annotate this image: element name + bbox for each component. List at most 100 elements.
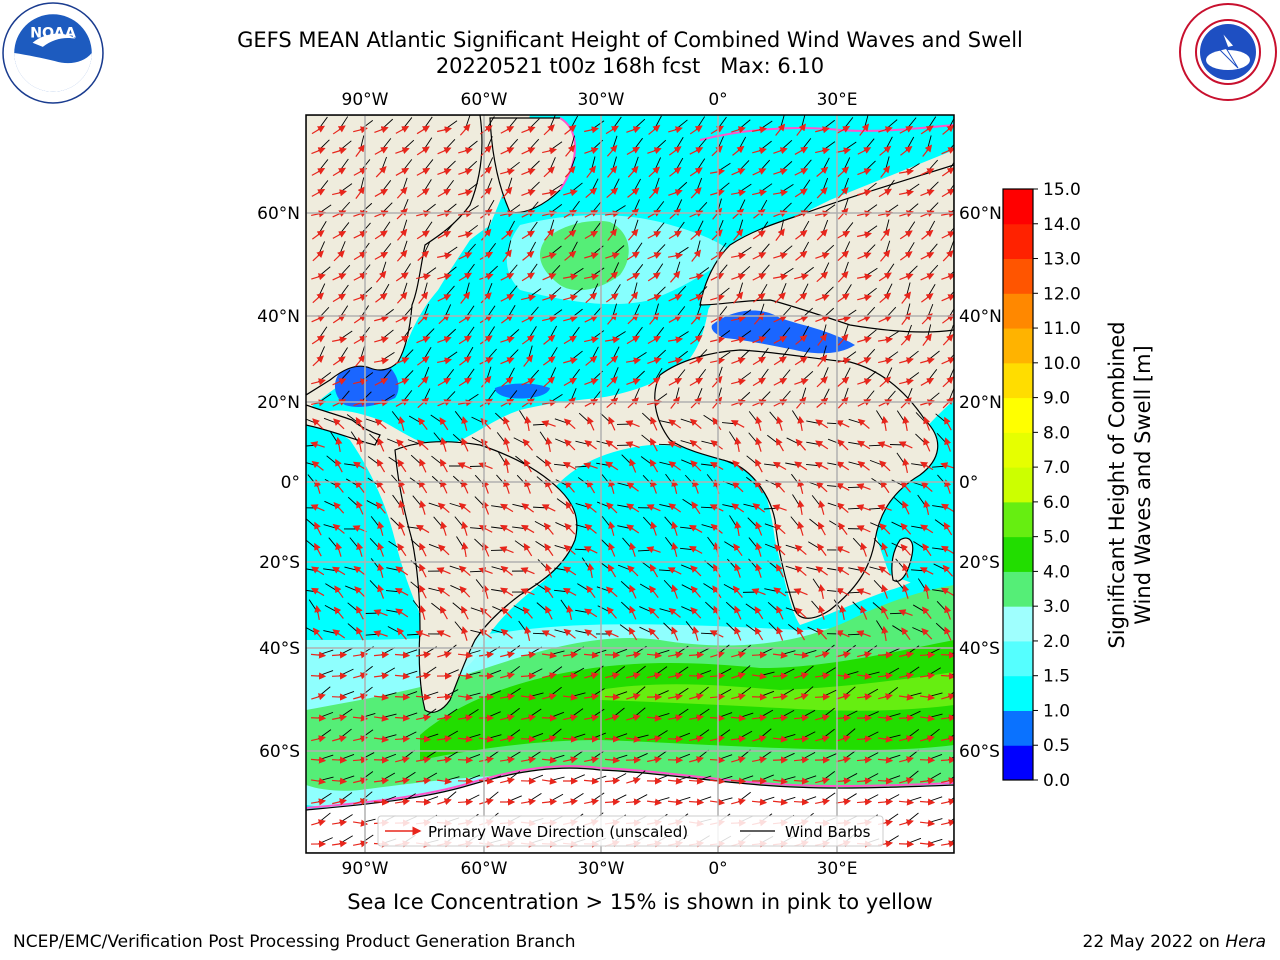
wave-direction-arrow [480, 187, 492, 199]
wave-direction-arrow [836, 357, 851, 365]
lon-label: 30°E [817, 859, 858, 879]
wave-direction-arrow [605, 252, 620, 260]
wave-direction-arrow [899, 357, 914, 365]
wave-direction-arrow [775, 228, 785, 241]
chart-title: GEFS MEAN Atlantic Significant Height of… [237, 28, 1023, 52]
wave-direction-arrow [416, 125, 430, 135]
lat-labels-right: 60°N 40°N 20°N 0° 20°S 40°S 60°S [959, 204, 1002, 762]
wave-direction-arrow [396, 186, 408, 199]
wave-direction-arrow [773, 315, 788, 323]
wave-direction-arrow [375, 166, 387, 178]
wave-direction-arrow [836, 231, 851, 239]
wave-direction-arrow [375, 293, 388, 303]
wave-direction-arrow [606, 271, 619, 283]
wave-direction-arrow [627, 187, 640, 198]
wave-direction-arrow [942, 333, 954, 346]
wave-direction-arrow [752, 168, 767, 176]
wave-direction-arrow [900, 334, 912, 346]
wave-direction-arrow [732, 208, 745, 220]
wave-direction-arrow [542, 252, 557, 260]
wave-direction-arrow [331, 693, 348, 701]
lat-label: 20°S [959, 553, 1000, 573]
chart-subtitle: 20220521 t00z 168h fcst Max: 6.10 [435, 54, 825, 78]
lat-label: 60°N [959, 204, 1002, 224]
wave-direction-arrow [941, 231, 954, 239]
wave-direction-arrow [584, 336, 599, 344]
wave-direction-arrow [856, 735, 873, 743]
colorbar-tick-label: 14.0 [1043, 215, 1081, 235]
wave-direction-arrow [898, 714, 915, 722]
colorbar-bin [1003, 467, 1033, 503]
lon-label: 90°W [342, 859, 389, 879]
wave-direction-arrow [606, 144, 618, 157]
wave-direction-arrow [919, 651, 936, 659]
wave-direction-arrow [626, 251, 640, 261]
wave-direction-arrow [877, 336, 894, 344]
wave-direction-arrow [941, 357, 954, 365]
lat-label: 60°N [257, 204, 300, 224]
colorbar-tick-label: 6.0 [1043, 493, 1070, 513]
wave-direction-arrow [647, 252, 662, 260]
wave-direction-arrow [919, 756, 936, 764]
wave-direction-arrow [479, 251, 494, 261]
wave-direction-arrow [396, 291, 408, 304]
wave-direction-arrow [563, 209, 578, 219]
wave-direction-arrow [710, 251, 724, 261]
wave-direction-arrow [584, 252, 599, 260]
wave-direction-arrow [920, 210, 935, 218]
wave-direction-arrow [563, 335, 578, 345]
wave-direction-arrow [733, 291, 744, 304]
wave-direction-arrow [878, 126, 893, 134]
wave-direction-arrow [457, 756, 474, 764]
wave-direction-arrow [394, 693, 411, 701]
colorbar-bin [1003, 606, 1033, 642]
wave-direction-arrow [564, 229, 577, 240]
wave-direction-arrow [500, 294, 515, 302]
wave-direction-arrow [374, 315, 389, 323]
wave-direction-arrow [920, 125, 934, 135]
wave-direction-arrow [627, 228, 639, 241]
wave-direction-arrow [458, 231, 473, 239]
wave-direction-arrow [647, 209, 662, 218]
wave-direction-arrow [542, 147, 558, 155]
lat-labels-left: 60°N 40°N 20°N 0° 20°S 40°S 60°S [257, 204, 300, 762]
wave-direction-arrow [731, 315, 746, 323]
wave-direction-arrow [899, 251, 913, 261]
wave-direction-arrow [648, 166, 661, 178]
lon-labels-top: 90°W 60°W 30°W 0° 30°E [342, 90, 858, 110]
wave-direction-arrow [521, 294, 536, 302]
wind-barbs-layer [306, 115, 954, 845]
lon-label: 60°W [461, 90, 508, 110]
wave-direction-arrow [606, 187, 619, 198]
wave-direction-arrow [668, 357, 683, 365]
wave-direction-arrow [374, 230, 388, 240]
wave-direction-arrow [815, 315, 830, 323]
wave-direction-arrow [460, 291, 471, 304]
colorbar-tick-label: 0.5 [1043, 736, 1070, 756]
wave-direction-arrow [647, 147, 662, 155]
wave-direction-arrow [794, 315, 809, 323]
wave-direction-arrow [479, 335, 493, 345]
wave-direction-arrow [311, 378, 326, 386]
wave-direction-arrow [689, 294, 704, 302]
wave-direction-arrow [857, 147, 872, 155]
wave-direction-arrow [900, 145, 913, 156]
wave-direction-arrow [648, 124, 661, 135]
wave-direction-arrow [772, 672, 789, 680]
wave-direction-arrow [544, 228, 555, 241]
wave-direction-arrow [899, 189, 915, 197]
wave-direction-arrow [689, 273, 704, 281]
wave-direction-arrow [814, 693, 831, 701]
wave-direction-arrow [796, 123, 806, 136]
wave-direction-arrow [690, 229, 703, 241]
wave-direction-arrow [500, 357, 515, 365]
wave-direction-arrow [689, 147, 704, 155]
wave-direction-arrow [710, 336, 725, 344]
wave-direction-arrow [710, 125, 725, 135]
colorbar-tick-label: 13.0 [1043, 250, 1081, 270]
wave-direction-arrow [480, 209, 493, 219]
wave-direction-arrow [878, 188, 893, 198]
wave-direction-arrow [500, 336, 515, 344]
lat-label: 0° [959, 473, 978, 493]
wave-direction-arrow [355, 186, 365, 199]
